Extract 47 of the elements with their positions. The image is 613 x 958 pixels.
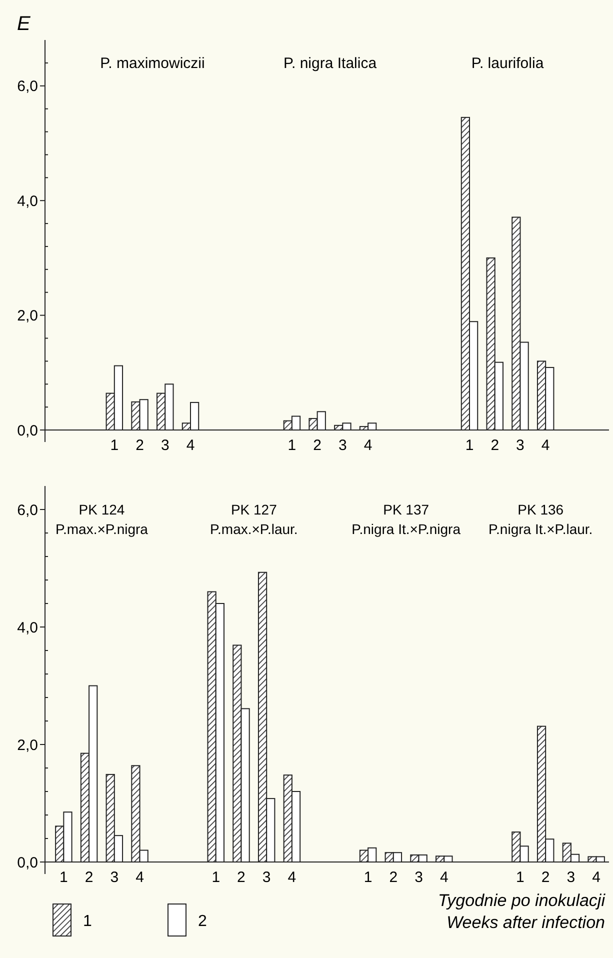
x-tick-label: 4 [136, 869, 144, 886]
annotation: P. nigra Italica [283, 55, 378, 72]
legend-label: 1 [83, 913, 92, 930]
y-tick-label: 6,0 [17, 502, 38, 519]
x-tick-label: 3 [110, 869, 119, 886]
x-tick-label: 4 [186, 437, 195, 454]
annotation: PK 124 P.max.×P.nigra [55, 501, 148, 537]
x-tick-label: 3 [414, 869, 423, 886]
x-tick-label: 2 [237, 869, 246, 886]
x-tick-label: 3 [160, 437, 170, 454]
y-tick-label: 6,0 [17, 78, 38, 96]
annotation: P. maximowiczii [100, 55, 205, 72]
x-tick-label: 1 [60, 869, 68, 886]
x-tick-label: 2 [313, 437, 322, 454]
y-tick-label: 0,0 [17, 422, 38, 440]
x-tick-label: 2 [136, 437, 144, 454]
x-tick-label: 1 [110, 437, 119, 454]
annotation: PK 127 P.max.×P.laur. [210, 501, 298, 537]
y-tick-label: 4,0 [17, 619, 38, 636]
x-tick-label: 2 [490, 437, 500, 454]
x-tick-label: 4 [288, 869, 296, 886]
x-tick-label: 4 [364, 437, 372, 454]
legend-label: 2 [198, 913, 207, 930]
y-tick-label: 4,0 [17, 192, 38, 210]
x-tick-label: 4 [440, 869, 448, 886]
x-tick-label: 1 [465, 437, 474, 454]
x-tick-label: 3 [262, 869, 271, 886]
x-axis-title: Tygodnie po inokulacji Weeks after infection [438, 891, 606, 932]
x-tick-label: 3 [338, 437, 347, 454]
y-tick-label: 0,0 [17, 854, 38, 872]
annotation: PK 136 P.nigra It.×P.laur. [488, 501, 593, 537]
x-tick-label: 2 [84, 869, 94, 886]
x-tick-label: 1 [364, 869, 372, 886]
y-axis-title: E [17, 13, 31, 35]
x-tick-label: 1 [212, 869, 220, 886]
annotation: P. laurifolia [471, 55, 544, 72]
x-tick-label: 2 [541, 869, 550, 886]
x-tick-label: 1 [516, 869, 524, 886]
x-tick-label: 4 [592, 869, 600, 886]
y-tick-label: 2,0 [17, 308, 38, 325]
x-tick-label: 3 [566, 869, 576, 886]
annotation: PK 137 P.nigra It.×P.nigra [352, 501, 461, 537]
x-tick-label: 2 [389, 869, 398, 886]
x-tick-label: 1 [288, 437, 296, 454]
y-tick-label: 2,0 [17, 736, 38, 754]
x-tick-label: 3 [516, 437, 524, 454]
x-tick-label: 4 [541, 437, 550, 454]
